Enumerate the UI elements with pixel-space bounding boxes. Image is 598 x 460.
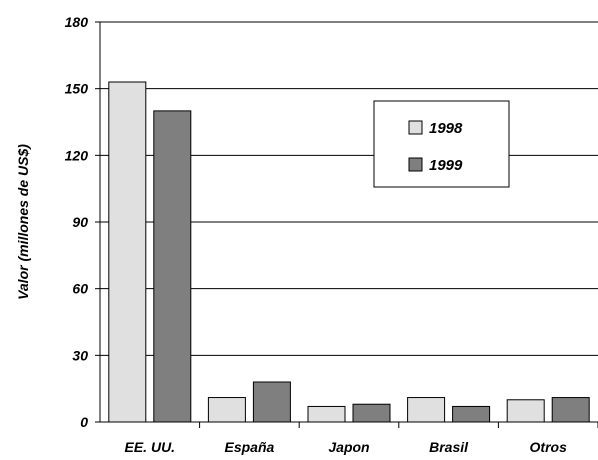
y-tick-label: 0 [80, 414, 88, 430]
bar-1999 [252, 381, 291, 423]
x-tick-label: Brasil [429, 439, 469, 455]
bar-1998 [407, 397, 446, 423]
bar-1998 [506, 399, 545, 423]
bar-1999 [352, 403, 391, 423]
x-tick-label: Otros [530, 439, 568, 455]
legend-label: 1998 [429, 120, 463, 137]
y-tick-label: 60 [72, 281, 88, 297]
legend: 1998 1999 [373, 100, 510, 188]
x-tick-label: España [224, 439, 274, 455]
y-axis-label: Valor (millones de US$) [15, 144, 31, 300]
y-tick-label: 90 [72, 214, 88, 230]
y-tick-label: 30 [72, 347, 88, 363]
y-tick-labels: 0 30 60 90 120 150 180 [65, 14, 89, 430]
bar-group [108, 81, 590, 423]
legend-box [373, 100, 510, 188]
bar-1998 [207, 397, 246, 423]
bar-1999 [452, 405, 491, 423]
bar-1998 [307, 405, 346, 423]
bar-1999 [153, 110, 192, 423]
bar-1998 [108, 81, 147, 423]
y-tick-label: 180 [65, 14, 89, 30]
legend-label: 1999 [429, 157, 463, 174]
x-tick-label: EE. UU. [125, 439, 176, 455]
legend-swatch [408, 120, 423, 135]
axes [95, 21, 598, 428]
x-tick-labels: EE. UU. España Japon Brasil Otros [125, 439, 568, 455]
legend-swatch [408, 157, 423, 172]
y-tick-label: 120 [65, 147, 89, 163]
y-tick-label: 150 [65, 81, 89, 97]
x-tick-label: Japon [328, 439, 369, 455]
bar-1999 [551, 397, 590, 423]
